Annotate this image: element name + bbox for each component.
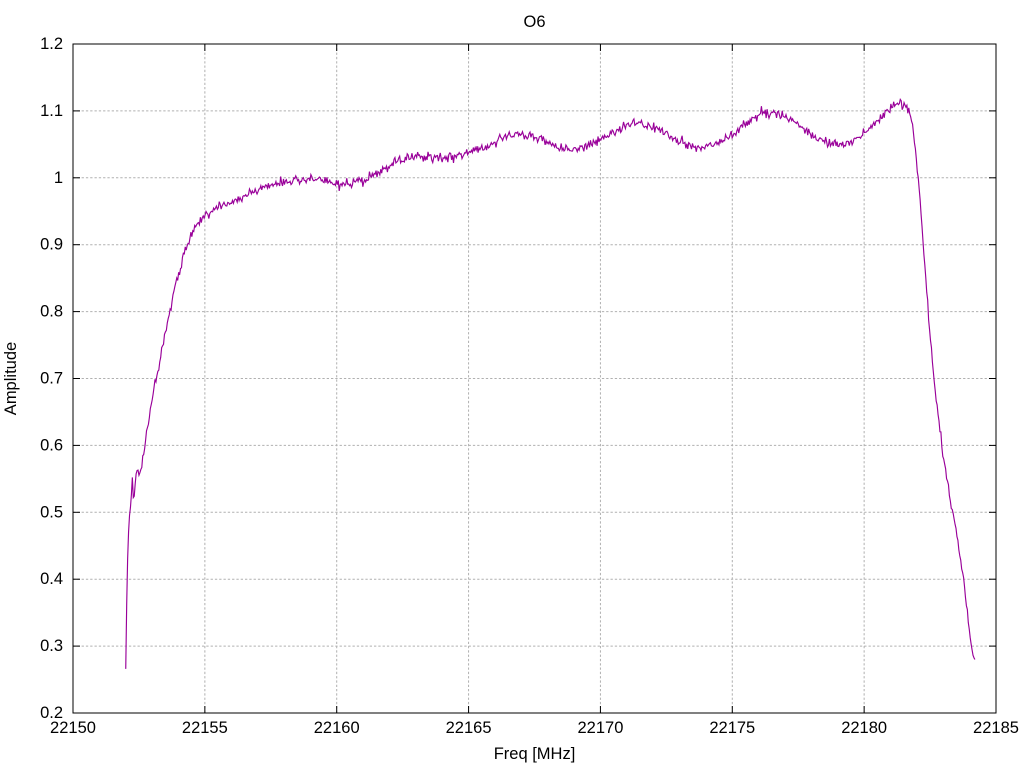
svg-text:Freq [MHz]: Freq [MHz] <box>494 745 576 763</box>
svg-text:22180: 22180 <box>841 719 887 737</box>
svg-text:0.7: 0.7 <box>40 370 63 388</box>
svg-text:1.2: 1.2 <box>40 35 63 53</box>
svg-text:0.9: 0.9 <box>40 236 63 254</box>
svg-text:1.1: 1.1 <box>40 102 63 120</box>
svg-text:22175: 22175 <box>709 719 755 737</box>
svg-text:1: 1 <box>54 169 63 187</box>
svg-text:Amplitude: Amplitude <box>2 342 20 415</box>
svg-text:O6: O6 <box>523 13 545 31</box>
svg-text:22160: 22160 <box>314 719 360 737</box>
svg-text:0.4: 0.4 <box>40 570 63 588</box>
svg-text:0.5: 0.5 <box>40 503 63 521</box>
svg-text:0.6: 0.6 <box>40 436 63 454</box>
svg-text:0.3: 0.3 <box>40 637 63 655</box>
svg-text:0.8: 0.8 <box>40 303 63 321</box>
svg-text:22185: 22185 <box>973 719 1019 737</box>
svg-text:22170: 22170 <box>577 719 623 737</box>
svg-text:22150: 22150 <box>50 719 96 737</box>
svg-text:22165: 22165 <box>446 719 492 737</box>
svg-text:22155: 22155 <box>182 719 228 737</box>
